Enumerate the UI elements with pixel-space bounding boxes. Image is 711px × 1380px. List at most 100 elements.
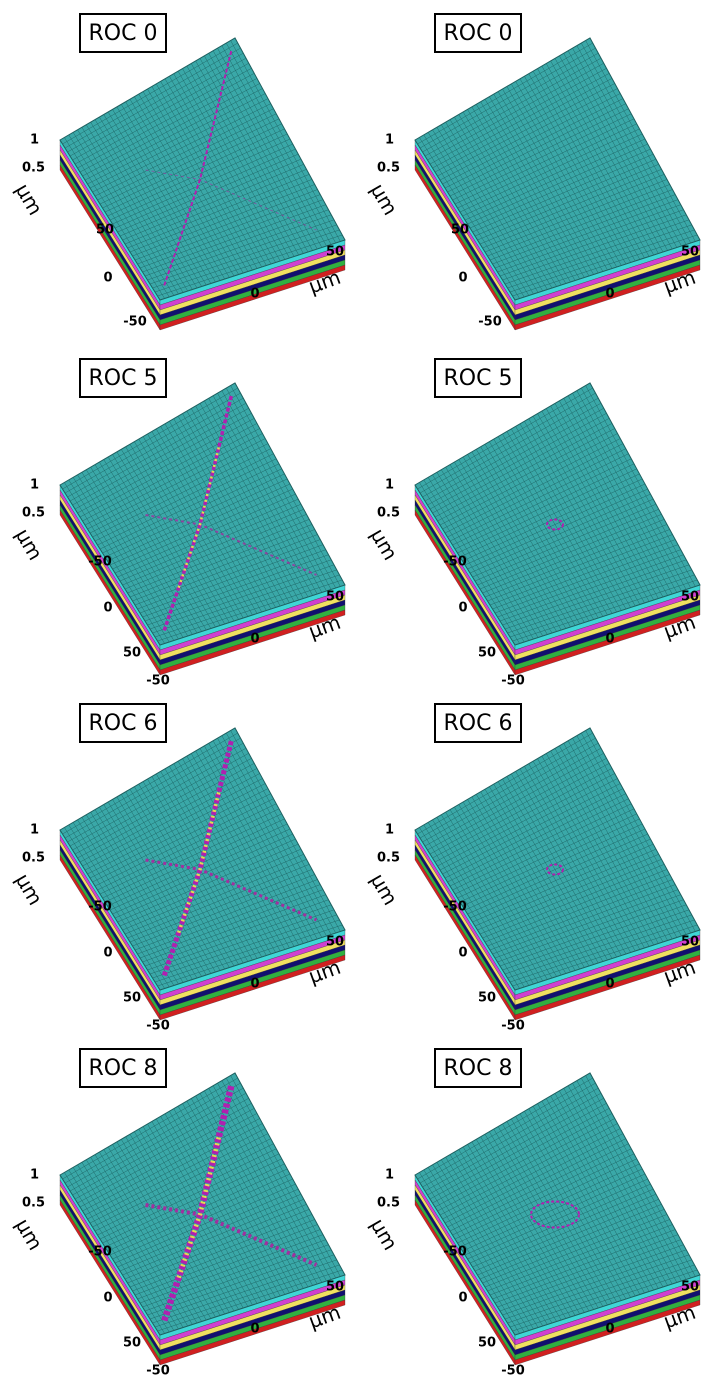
surface-grid (173, 73, 281, 262)
surface-grid (149, 1254, 335, 1320)
surface-grid (164, 768, 272, 955)
surface-grid (581, 1077, 691, 1279)
surface-grid (509, 1264, 695, 1328)
surface-grid (160, 1116, 267, 1301)
surface-grid (467, 143, 648, 225)
surface-grid (512, 1269, 698, 1332)
y-unit: μm (11, 1214, 48, 1254)
panel-title: ROC 8 (89, 1056, 158, 1081)
surface-grid (177, 416, 286, 605)
x-tick-label: 50 (681, 935, 699, 950)
z-tick-label: 1 (30, 478, 39, 493)
surface-grid (492, 1229, 676, 1300)
surface-grid (169, 766, 276, 953)
surface-grid (546, 63, 654, 256)
y-unit: μm (366, 1214, 403, 1254)
surface-grid (134, 189, 318, 261)
surface-grid (515, 81, 622, 266)
surface-grid (512, 924, 698, 987)
surface-grid (134, 1224, 318, 1296)
surface-grid (532, 71, 641, 260)
y-tick-label: 0 (103, 601, 112, 616)
surface-grid (554, 403, 664, 598)
surface-grid (541, 1100, 650, 1292)
surface-grid (472, 498, 654, 578)
surface-grid (482, 864, 665, 939)
surface-grid (160, 771, 267, 956)
surface-grid (173, 1108, 281, 1297)
defect (530, 1200, 580, 1229)
y-unit: μm (366, 869, 403, 909)
z-tick-label: 0.5 (377, 851, 400, 866)
y-tick-label: 50 (123, 991, 141, 1006)
surface-grid (177, 1106, 286, 1295)
surface-grid (186, 755, 295, 947)
z-tick-label: 0.5 (377, 1196, 400, 1211)
surface-grid (550, 60, 659, 254)
surface-grid (528, 1108, 636, 1297)
surface-grid (164, 423, 272, 610)
surface-grid (550, 405, 659, 599)
z-tick-label: 0.5 (377, 506, 400, 521)
y-tick-label: 0 (458, 271, 467, 286)
surface-grid (147, 904, 332, 971)
surface-grid (479, 169, 662, 245)
title-box (434, 358, 522, 398)
surface-grid (195, 405, 304, 599)
surface-grid (117, 1188, 299, 1268)
z-tick-label: 0.5 (22, 161, 45, 176)
surface-grid (482, 1209, 665, 1284)
y-tick-label: -50 (501, 1019, 525, 1034)
surface-grid (119, 158, 302, 237)
surface-grid (212, 50, 323, 248)
title-box (434, 1048, 522, 1088)
x-tick-label: 0 (250, 287, 259, 302)
surface-grid (160, 81, 267, 266)
top-surface (414, 1072, 701, 1336)
surface-grid (152, 914, 337, 979)
surface-grid (156, 773, 262, 958)
surface-grid (507, 569, 692, 634)
surface-grid (173, 418, 281, 607)
surface-grid (114, 148, 296, 229)
surface-grid (139, 889, 324, 959)
surface-grid (474, 503, 657, 582)
surface-grid (572, 48, 682, 247)
surface-grid (528, 418, 636, 607)
surface-grid (567, 1085, 678, 1283)
surface-grid (511, 83, 617, 268)
z-tick-label: 0.5 (22, 851, 45, 866)
surface-grid (208, 398, 318, 595)
side-layer (159, 954, 346, 1021)
surface-grid (504, 564, 690, 630)
surface-grid (509, 229, 695, 293)
y-tick-label: 0 (458, 1291, 467, 1306)
surface-grid (581, 387, 691, 589)
surface-grid (492, 194, 676, 265)
surface-grid (482, 174, 665, 249)
surface-grid (482, 519, 665, 594)
surface-grid (489, 879, 673, 951)
surface-grid (154, 919, 340, 983)
surface-grid (124, 1204, 307, 1280)
surface-grid (129, 179, 313, 253)
panel-title: ROC 5 (444, 366, 513, 391)
surface-grid (217, 393, 327, 592)
x-tick-label: 50 (326, 1280, 344, 1295)
surface-grid (502, 904, 687, 971)
surface-grid (151, 86, 258, 269)
surface-grid (195, 750, 304, 944)
x-tick-label: 50 (681, 1280, 699, 1295)
surface-grid (572, 738, 682, 937)
surface-grid (144, 554, 329, 622)
surface-grid (152, 569, 337, 634)
surface-grid (157, 1269, 343, 1332)
surface-grid (114, 493, 296, 574)
surface-grid (576, 390, 687, 590)
y-tick-label: -50 (146, 1364, 170, 1379)
surface-grid (563, 398, 673, 595)
surface-grid (506, 431, 613, 614)
z-tick-label: 1 (30, 133, 39, 148)
surface-grid (559, 400, 668, 596)
